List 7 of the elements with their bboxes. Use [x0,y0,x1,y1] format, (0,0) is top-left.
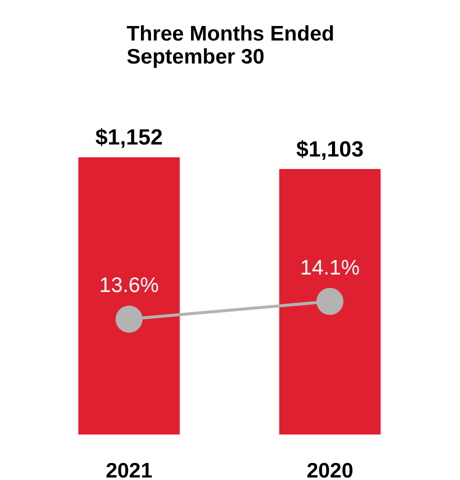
x-tick-label: 2021 [106,460,153,480]
data-label: 13.6% [99,274,159,298]
data-label: 14.1% [300,256,360,280]
chart-title: Three Months Ended September 30 [126,22,334,68]
x-tick-label: 2020 [306,460,354,480]
data-label: $1,152 [95,124,163,150]
data-label: $1,103 [296,136,364,162]
